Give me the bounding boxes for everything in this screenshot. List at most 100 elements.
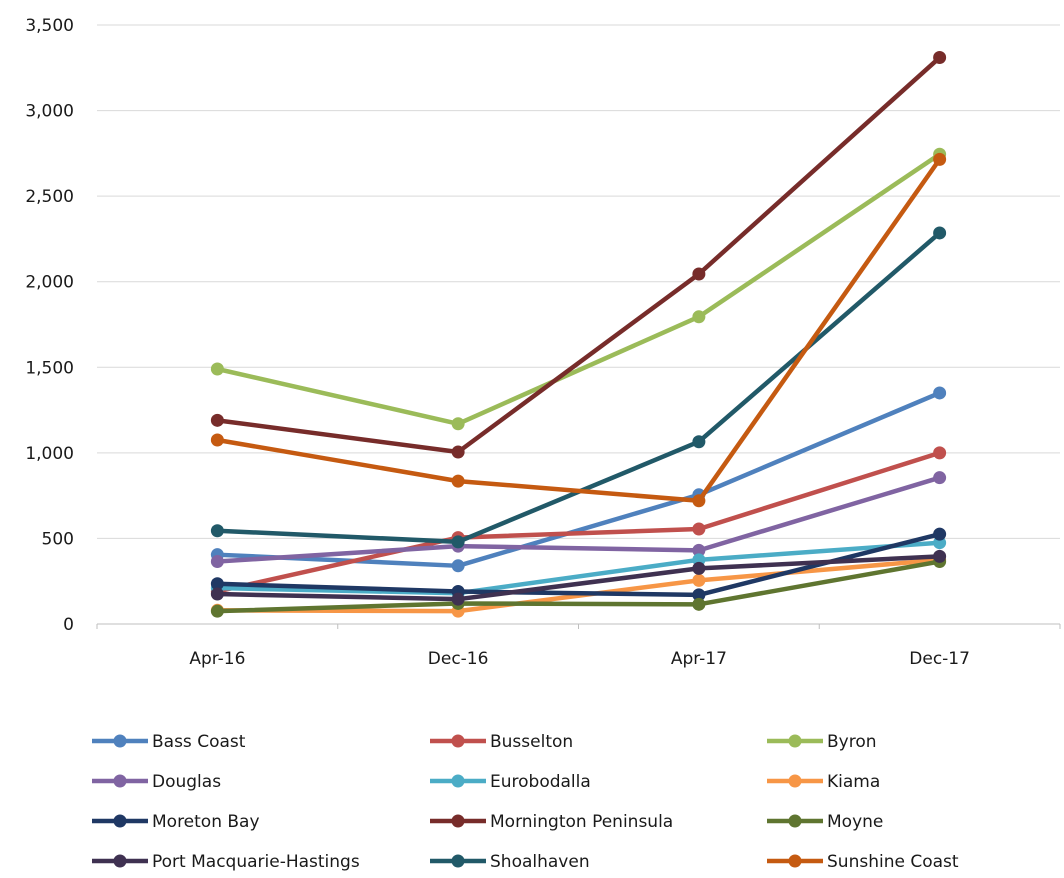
x-tick-label: Apr-16 xyxy=(189,649,245,669)
legend-swatch-marker xyxy=(113,774,127,788)
legend-label: Moreton Bay xyxy=(152,812,260,832)
data-point xyxy=(692,588,706,602)
legend-swatch-marker xyxy=(451,734,465,748)
y-axis-ticks: 0 500 1,000 1,500 2,000 2,500 3,000 3,500 xyxy=(25,16,74,635)
legend-item: Bass Coast xyxy=(92,732,246,752)
legend-label: Moyne xyxy=(827,812,883,832)
legend-swatch-marker xyxy=(451,814,465,828)
legend-label: Mornington Peninsula xyxy=(490,812,673,832)
y-tick-label: 1,500 xyxy=(25,358,74,378)
legend-swatch-marker xyxy=(788,854,802,868)
legend-item: Busselton xyxy=(430,732,573,752)
series-line xyxy=(215,559,942,614)
data-point xyxy=(933,446,947,460)
legend-swatch-marker xyxy=(451,854,465,868)
x-tick-label: Dec-16 xyxy=(428,649,489,669)
y-tick-label: 1,000 xyxy=(25,444,74,464)
y-tick-label: 3,000 xyxy=(25,102,74,122)
legend-item: Moreton Bay xyxy=(92,812,260,832)
series-byron xyxy=(210,147,947,431)
series-sunshine-coast xyxy=(210,152,947,508)
data-point xyxy=(451,474,465,488)
y-tick-label: 3,500 xyxy=(25,16,74,36)
legend-label: Busselton xyxy=(490,732,573,752)
data-point xyxy=(692,267,706,281)
data-point xyxy=(210,555,224,569)
data-point xyxy=(210,362,224,376)
data-point xyxy=(933,152,947,166)
legend-item: Kiama xyxy=(767,772,880,792)
data-point xyxy=(933,527,947,541)
legend-label: Shoalhaven xyxy=(490,852,590,872)
data-point xyxy=(210,604,224,618)
legend-swatch-marker xyxy=(113,814,127,828)
legend: Bass Coast Busselton Byron Douglas Eurobodal… xyxy=(92,732,959,872)
legend-item: Shoalhaven xyxy=(430,852,590,872)
data-point xyxy=(692,522,706,536)
legend-item: Douglas xyxy=(92,772,221,792)
axes xyxy=(96,623,1061,629)
legend-item: Mornington Peninsula xyxy=(430,812,673,832)
data-point xyxy=(451,445,465,459)
legend-swatch-marker xyxy=(788,814,802,828)
data-point xyxy=(692,310,706,324)
legend-item: Sunshine Coast xyxy=(767,852,959,872)
series-mornington-peninsula xyxy=(210,51,947,459)
data-point xyxy=(210,587,224,601)
series-bass-coast xyxy=(210,386,947,573)
data-point xyxy=(692,543,706,557)
legend-label: Douglas xyxy=(152,772,221,792)
x-axis-ticks: Apr-16 Dec-16 Apr-17 Dec-17 xyxy=(189,649,970,669)
data-point xyxy=(692,435,706,449)
gridlines xyxy=(97,24,1060,539)
series-line xyxy=(215,557,942,614)
legend-item: Moyne xyxy=(767,812,883,832)
data-point xyxy=(451,559,465,573)
legend-swatch-marker xyxy=(113,854,127,868)
legend-swatch-marker xyxy=(788,774,802,788)
legend-label: Port Macquarie-Hastings xyxy=(152,852,360,872)
series-shoalhaven xyxy=(210,226,947,549)
data-point xyxy=(451,592,465,606)
x-tick-label: Dec-17 xyxy=(909,649,970,669)
legend-item: Eurobodalla xyxy=(430,772,591,792)
data-point xyxy=(692,597,706,611)
legend-label: Byron xyxy=(827,732,877,752)
series-lines xyxy=(210,51,947,618)
data-point xyxy=(933,549,947,563)
legend-item: Byron xyxy=(767,732,877,752)
series-line xyxy=(215,157,942,504)
legend-label: Sunshine Coast xyxy=(827,852,959,872)
legend-label: Eurobodalla xyxy=(490,772,591,792)
legend-label: Kiama xyxy=(827,772,880,792)
series-line xyxy=(215,151,942,427)
legend-label: Bass Coast xyxy=(152,732,246,752)
series-line xyxy=(215,390,942,569)
x-tick-label: Apr-17 xyxy=(671,649,727,669)
y-tick-label: 500 xyxy=(42,529,74,549)
y-tick-label: 2,500 xyxy=(25,187,74,207)
series-line xyxy=(215,554,942,602)
legend-item: Port Macquarie-Hastings xyxy=(92,852,360,872)
data-point xyxy=(210,524,224,538)
legend-swatch-marker xyxy=(113,734,127,748)
data-point xyxy=(933,226,947,240)
series-line xyxy=(215,55,942,455)
series-line xyxy=(215,540,942,596)
data-point xyxy=(933,51,947,65)
data-point xyxy=(210,577,224,591)
legend-swatch-marker xyxy=(451,774,465,788)
y-tick-label: 0 xyxy=(63,615,74,635)
series-port-macquarie-hastings xyxy=(210,549,947,606)
data-point xyxy=(933,471,947,485)
data-point xyxy=(210,413,224,427)
data-point xyxy=(933,386,947,400)
series-line xyxy=(215,450,942,594)
series-line xyxy=(215,230,942,545)
data-point xyxy=(210,433,224,447)
data-point xyxy=(451,417,465,431)
data-point xyxy=(451,535,465,549)
legend-swatch-marker xyxy=(788,734,802,748)
y-tick-label: 2,000 xyxy=(25,273,74,293)
